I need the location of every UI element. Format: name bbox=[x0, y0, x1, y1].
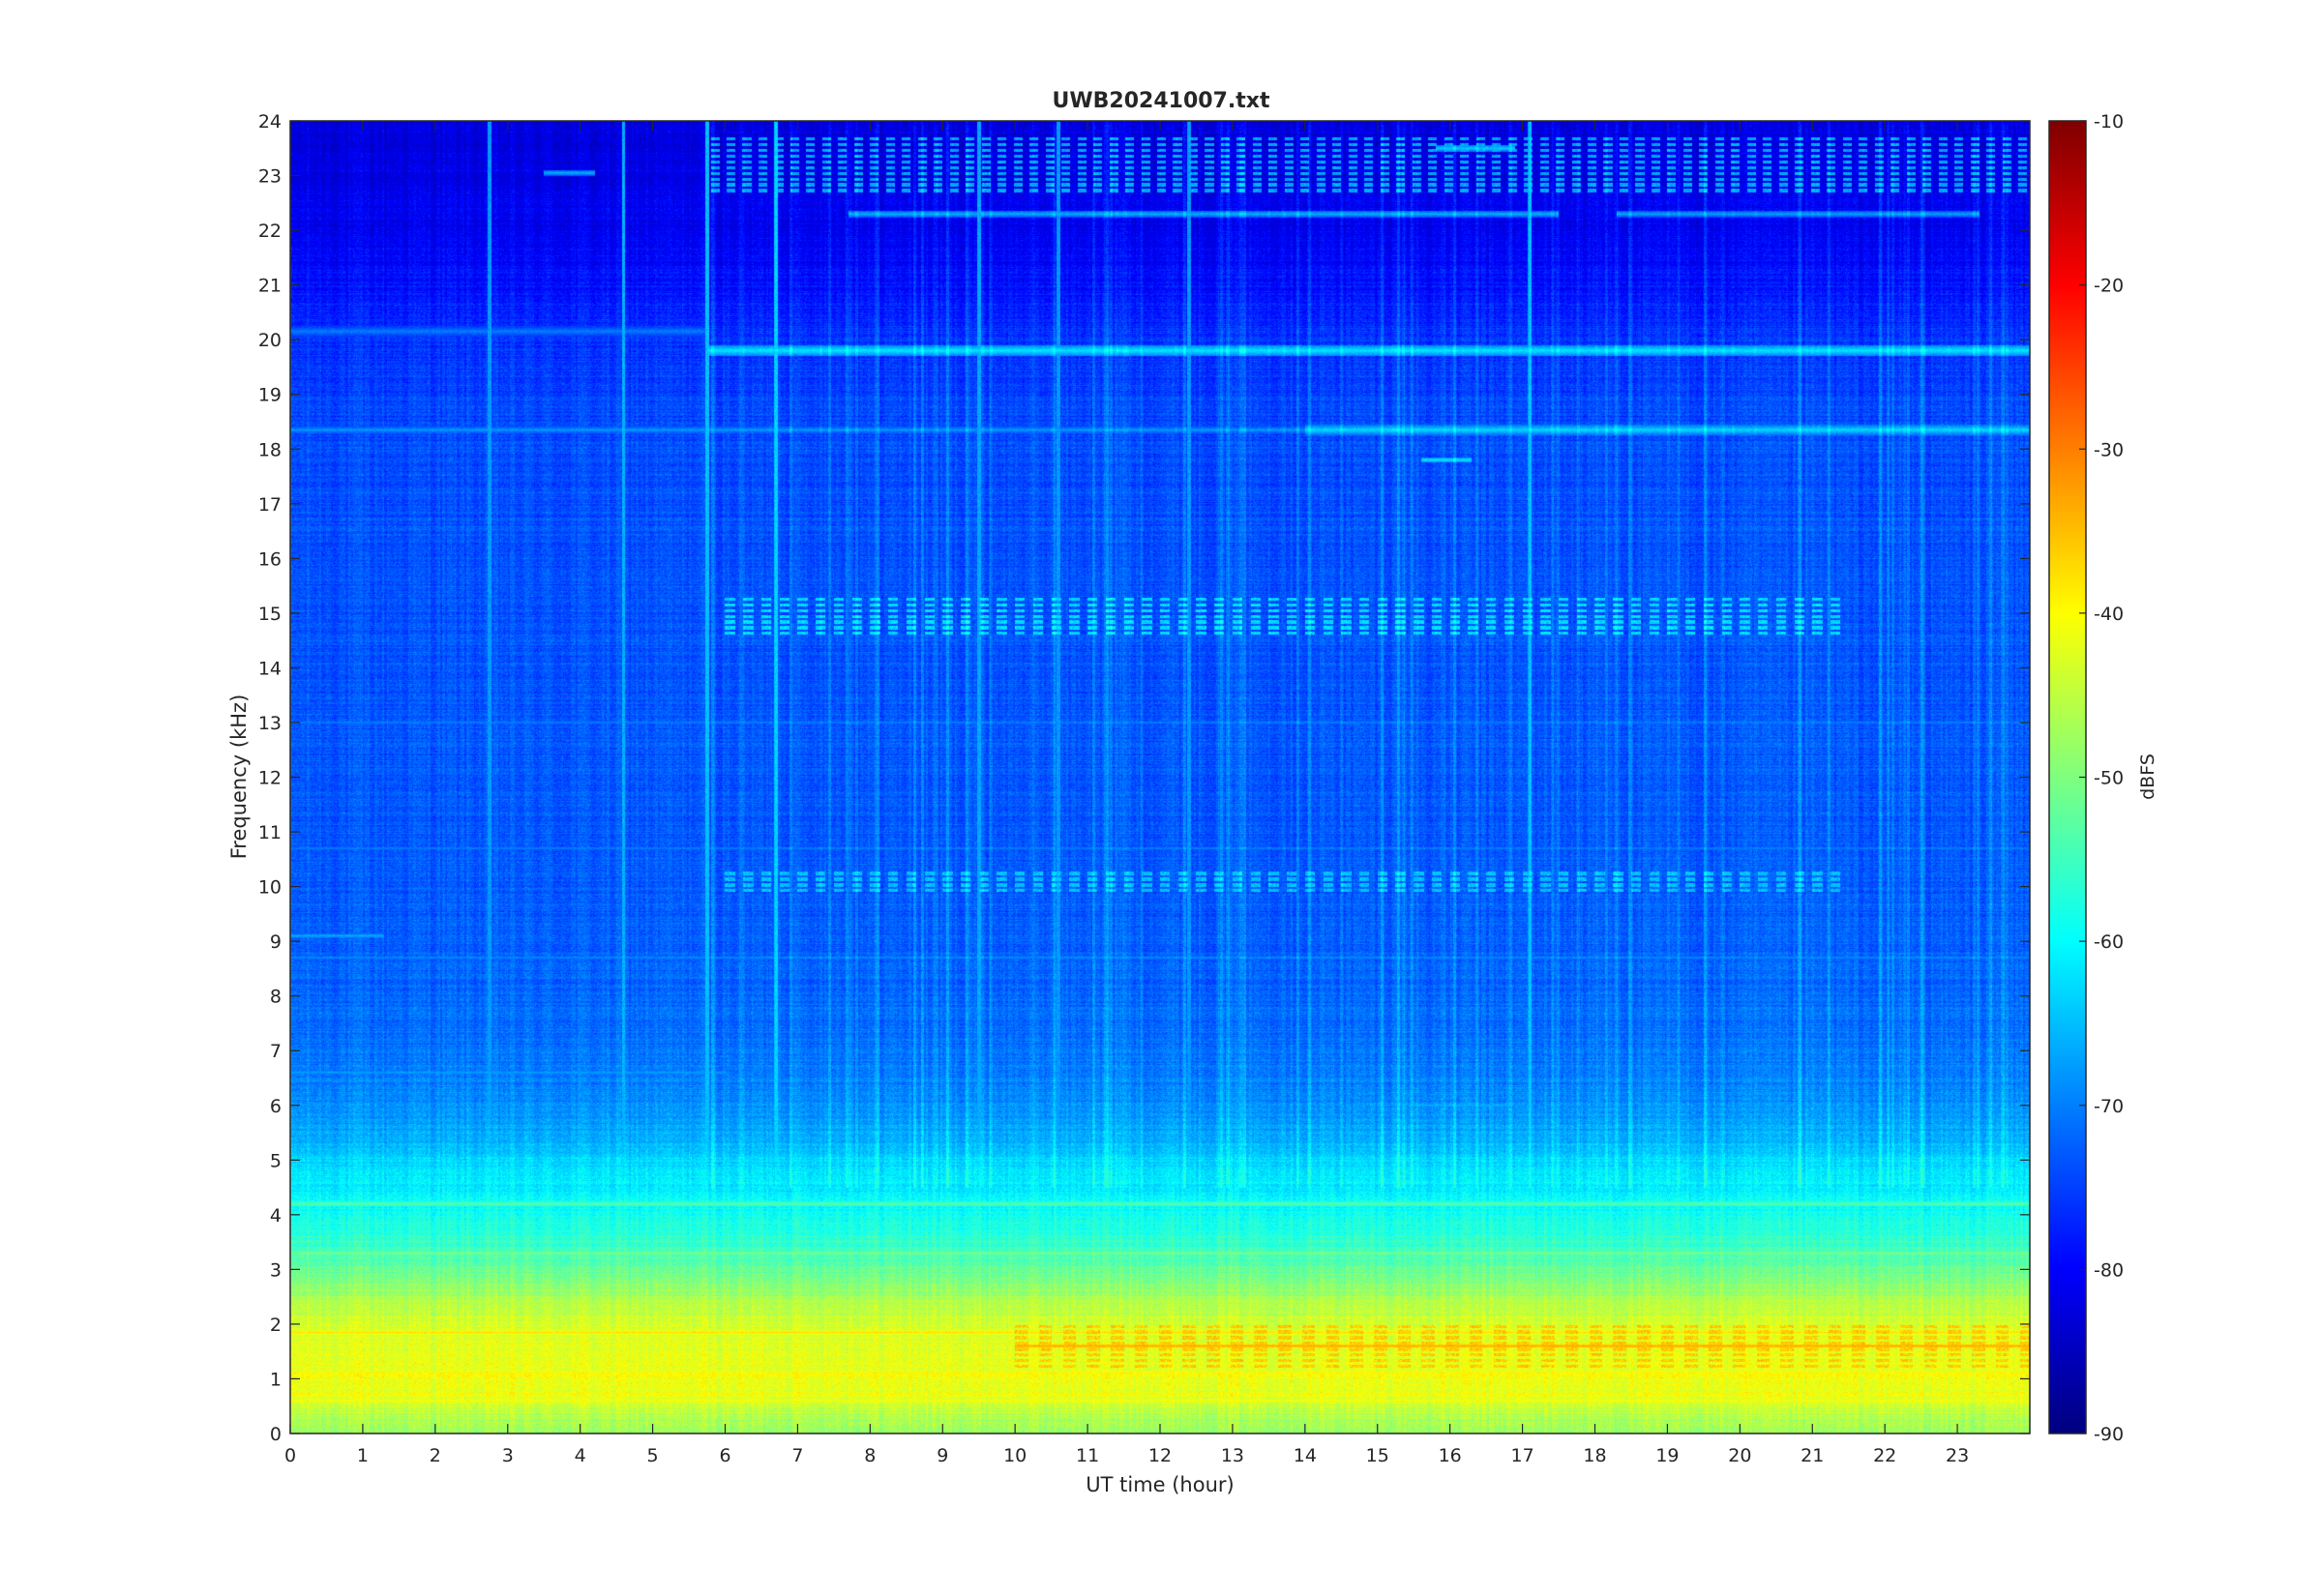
x-tick-label: 7 bbox=[791, 1445, 803, 1466]
x-tick-label: 18 bbox=[1583, 1445, 1606, 1466]
y-tick-label: 14 bbox=[258, 658, 282, 679]
spectrogram-plot-area bbox=[290, 121, 2030, 1433]
colorbar-ticks: -90 -80 -70 -60 -50 -40 -30 -20 -10 bbox=[2079, 111, 2124, 1445]
colorbar-tick-label: -30 bbox=[2094, 439, 2124, 460]
x-tick-label: 15 bbox=[1366, 1445, 1389, 1466]
y-tick-label: 6 bbox=[270, 1096, 282, 1117]
x-tick-label: 10 bbox=[1003, 1445, 1027, 1466]
x-tick-label: 17 bbox=[1510, 1445, 1533, 1466]
colorbar-tick-label: -50 bbox=[2094, 768, 2124, 789]
y-tick-label: 13 bbox=[258, 713, 282, 734]
y-tick-label: 11 bbox=[258, 822, 282, 843]
chart-title: UWB20241007.txt bbox=[1053, 89, 1270, 113]
y-tick-label: 20 bbox=[258, 330, 282, 351]
y-tick-label: 18 bbox=[258, 439, 282, 460]
colorbar-tick-label: -90 bbox=[2094, 1424, 2124, 1445]
x-axis: 0 1 2 3 4 5 6 7 8 9 10 11 12 13 14 15 16 17 18 19 20 21 22 23 bbox=[284, 121, 1969, 1466]
x-tick-label: 0 bbox=[284, 1445, 296, 1466]
x-tick-label: 20 bbox=[1728, 1445, 1751, 1466]
colorbar-tick-label: -80 bbox=[2094, 1259, 2124, 1281]
colorbar-label: dBFS bbox=[2137, 754, 2158, 800]
y-tick-label: 15 bbox=[258, 604, 282, 625]
x-tick-label: 21 bbox=[1801, 1445, 1824, 1466]
colorbar-tick-label: -20 bbox=[2094, 276, 2124, 297]
y-tick-label: 12 bbox=[258, 768, 282, 789]
y-tick-label: 2 bbox=[270, 1315, 282, 1336]
y-tick-label: 22 bbox=[258, 221, 282, 242]
y-tick-label: 21 bbox=[258, 276, 282, 297]
x-tick-label: 8 bbox=[864, 1445, 876, 1466]
x-tick-label: 1 bbox=[357, 1445, 369, 1466]
x-tick-label: 23 bbox=[1946, 1445, 1969, 1466]
y-tick-label: 5 bbox=[270, 1150, 282, 1171]
y-tick-label: 16 bbox=[258, 548, 282, 570]
y-tick-label: 23 bbox=[258, 166, 282, 188]
x-tick-label: 22 bbox=[1873, 1445, 1896, 1466]
x-tick-label: 13 bbox=[1221, 1445, 1244, 1466]
y-tick-label: 3 bbox=[270, 1259, 282, 1281]
y-tick-label: 19 bbox=[258, 385, 282, 406]
y-tick-label: 0 bbox=[270, 1424, 282, 1445]
colorbar-tick-label: -40 bbox=[2094, 604, 2124, 625]
x-tick-label: 11 bbox=[1076, 1445, 1099, 1466]
y-axis-label: Frequency (kHz) bbox=[227, 695, 251, 860]
y-tick-label: 9 bbox=[270, 931, 282, 953]
x-axis-label: UT time (hour) bbox=[1086, 1473, 1234, 1496]
y-tick-label: 24 bbox=[258, 111, 282, 133]
x-tick-label: 2 bbox=[430, 1445, 441, 1466]
x-tick-label: 16 bbox=[1439, 1445, 1462, 1466]
colorbar-tick-label: -10 bbox=[2094, 111, 2124, 133]
y-tick-label: 4 bbox=[270, 1205, 282, 1227]
x-tick-label: 12 bbox=[1148, 1445, 1172, 1466]
colorbar-tick-label: -60 bbox=[2094, 931, 2124, 953]
y-tick-label: 1 bbox=[270, 1369, 282, 1390]
colorbar-tick-label: -70 bbox=[2094, 1096, 2124, 1117]
x-tick-label: 3 bbox=[502, 1445, 514, 1466]
x-tick-label: 6 bbox=[719, 1445, 730, 1466]
x-tick-label: 14 bbox=[1294, 1445, 1317, 1466]
y-tick-label: 8 bbox=[270, 987, 282, 1008]
spectrogram-image bbox=[290, 121, 2030, 1433]
x-tick-label: 5 bbox=[647, 1445, 659, 1466]
x-tick-label: 9 bbox=[937, 1445, 948, 1466]
y-tick-label: 10 bbox=[258, 877, 282, 899]
x-tick-label: 19 bbox=[1655, 1445, 1679, 1466]
x-tick-label: 4 bbox=[575, 1445, 586, 1466]
y-tick-label: 17 bbox=[258, 494, 282, 516]
y-tick-label: 7 bbox=[270, 1041, 282, 1062]
